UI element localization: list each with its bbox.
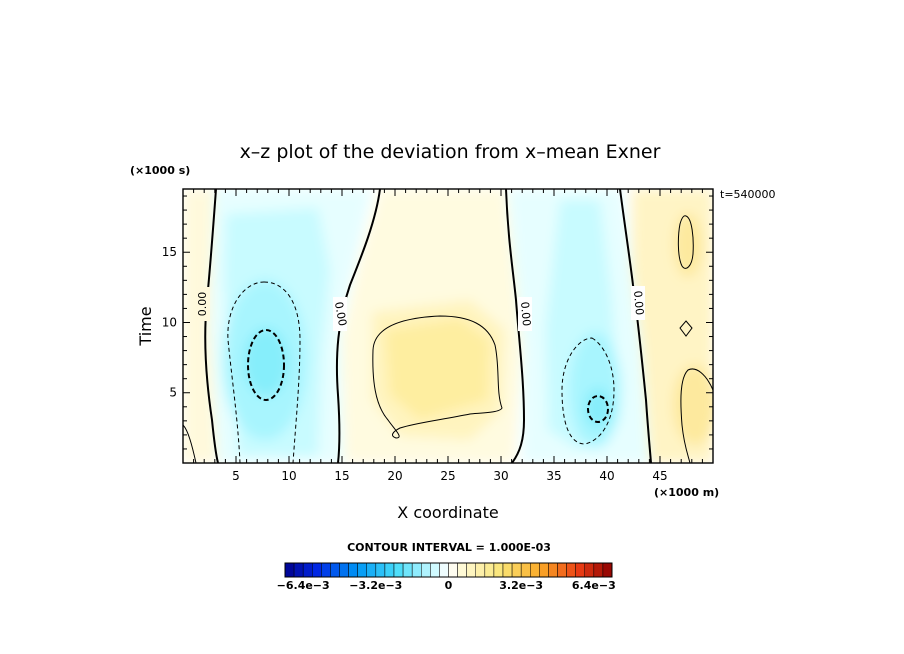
x-tick-label: 20 [387, 469, 402, 483]
colorbar-swatch [330, 562, 340, 578]
colorbar-tick-label: −6.4e−3 [277, 579, 330, 592]
y-axis-tick-labels: 5 10 15 [162, 245, 177, 400]
contour-interval-label: CONTOUR INTERVAL = 1.000E-03 [347, 541, 551, 554]
colorbar-swatch [466, 562, 476, 578]
colorbar-swatch [402, 562, 413, 578]
x-tick-label: 45 [652, 469, 667, 483]
colorbar-tick-label: 6.4e−3 [572, 579, 616, 592]
colorbar-swatch [539, 562, 549, 578]
shaded-field [183, 189, 713, 463]
colorbar-swatch [530, 562, 540, 578]
colorbar-swatch [566, 562, 576, 578]
colorbar-tick-labels: −6.4e−3 −3.2e−3 0 3.2e−3 6.4e−3 [277, 579, 616, 592]
x-axis-tick-labels: 5 10 15 20 25 30 35 40 45 [232, 469, 667, 483]
zero-contour-1 [204, 189, 219, 463]
colorbar-swatch [448, 562, 458, 578]
y-tick-label: 10 [162, 315, 177, 329]
colorbar-swatch [575, 562, 586, 578]
colorbar-swatch [312, 562, 322, 578]
colorbar-swatch [393, 562, 404, 578]
colorbar [284, 562, 613, 578]
colorbar-tick-label: 3.2e−3 [499, 579, 543, 592]
x-tick-label: 40 [599, 469, 614, 483]
positive-contour-right-bottom [680, 368, 713, 463]
contour-label-3: 0.00 [518, 301, 533, 327]
colorbar-tick-label: −3.2e−3 [349, 579, 402, 592]
colorbar-swatch [430, 562, 440, 578]
colorbar-frame [284, 562, 613, 578]
colorbar-swatch [593, 562, 604, 578]
time-stamp: t=540000 [720, 188, 776, 201]
colorbar-swatch [511, 562, 522, 578]
positive-contour-left [183, 424, 197, 463]
colorbar-swatch [602, 562, 613, 578]
colorbar-swatch [302, 562, 313, 578]
colorbar-swatch [457, 562, 467, 578]
contour-label-2: 0.00 [332, 301, 349, 327]
y-tick-label: 15 [162, 245, 177, 259]
x-tick-label: 35 [546, 469, 561, 483]
colorbar-swatch [520, 562, 531, 578]
colorbar-swatch [357, 562, 367, 578]
negative-contour-right-inner [587, 395, 609, 423]
x-tick-label: 5 [232, 469, 240, 483]
colorbar-swatch [375, 562, 386, 578]
colorbar-swatch [484, 562, 495, 578]
colorbar-swatch [548, 562, 558, 578]
colorbar-swatch [384, 562, 395, 578]
x-tick-label: 15 [334, 469, 349, 483]
colorbar-swatch [584, 562, 595, 578]
positive-contour-right-mid [679, 320, 693, 337]
colorbar-swatch [348, 562, 358, 578]
colorbar-swatch [339, 562, 349, 578]
colorbar-swatch [321, 562, 331, 578]
colorbar-swatch [366, 562, 377, 578]
colorbar-swatch [411, 562, 422, 578]
zero-contour-labels: 0.00 0.00 0.00 0.00 [196, 286, 646, 331]
colorbar-swatch [421, 562, 431, 578]
x-axis-title: X coordinate [397, 503, 498, 522]
negative-contour-left-inner [247, 329, 285, 401]
colorbar-swatch [557, 562, 567, 578]
y-tick-label: 5 [169, 386, 177, 400]
colorbar-swatch [475, 562, 486, 578]
contour-label-1: 0.00 [196, 292, 209, 317]
colorbar-swatch [439, 562, 449, 578]
contour-label-4: 0.00 [631, 290, 646, 316]
y-axis-title: Time [136, 306, 155, 346]
x-unit-label: (×1000 m) [654, 486, 719, 499]
colorbar-tick-label: 0 [445, 579, 453, 592]
negative-contour-right [561, 337, 615, 445]
colorbar-swatch [502, 562, 513, 578]
x-axis-ticks [193, 189, 703, 463]
chart-title: x–z plot of the deviation from x–mean Ex… [240, 141, 661, 163]
x-tick-label: 10 [281, 469, 296, 483]
colorbar-swatch [493, 562, 504, 578]
positive-contour-right-top [677, 215, 694, 269]
x-tick-label: 25 [440, 469, 455, 483]
contour-lines: 0.00 0.00 0.00 0.00 [183, 189, 713, 463]
x-tick-label: 30 [493, 469, 508, 483]
colorbar-swatch [284, 562, 295, 578]
positive-contour-center [372, 315, 503, 439]
zero-contour-4 [619, 189, 652, 463]
colorbar-swatch [293, 562, 304, 578]
zero-contour-3 [505, 189, 526, 463]
y-unit-label: (×1000 s) [130, 164, 190, 177]
y-axis-ticks [183, 195, 713, 450]
